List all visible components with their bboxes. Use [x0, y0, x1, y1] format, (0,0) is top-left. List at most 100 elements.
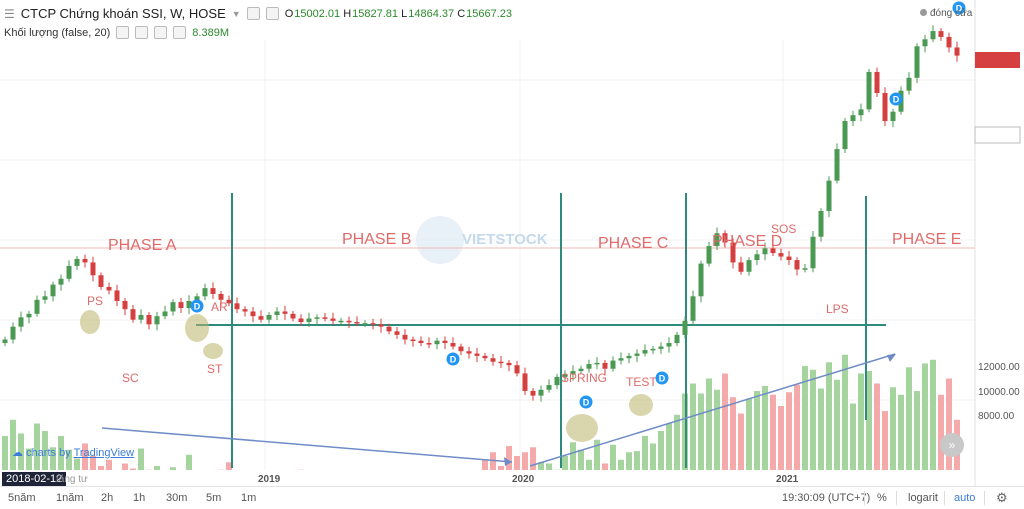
chart-header: ☰ CTCP Chứng khoán SSI, W, HOSE ▼ O15002…: [0, 0, 975, 40]
phase-label: PHASE C: [598, 235, 668, 252]
timeframe-1m[interactable]: 1m: [241, 492, 256, 504]
ohlc-close: 15667.23: [466, 8, 512, 20]
volume-bar: [602, 464, 608, 471]
gear-icon[interactable]: ⚙: [996, 490, 1008, 506]
chevron-down-icon[interactable]: ▼: [232, 9, 241, 19]
volume-bar: [122, 464, 128, 471]
clock[interactable]: 19:30:09 (UTC+7): [782, 492, 870, 504]
settings-icon[interactable]: [135, 26, 148, 39]
volume-label[interactable]: Khối lượng (false, 20): [4, 27, 110, 39]
event-label-ps: PS: [87, 294, 103, 308]
event-label-ar: AR: [211, 300, 228, 314]
volume-bar: [754, 391, 760, 470]
volume-bar: [610, 445, 616, 470]
timeframe-30m[interactable]: 30m: [166, 492, 187, 504]
candle: [883, 93, 888, 121]
volume-bar: [810, 370, 816, 470]
settings-icon[interactable]: [266, 7, 279, 20]
volume-bar: [738, 414, 744, 471]
volume-bar: [98, 466, 104, 470]
watermark-logo: VIETSTOCK: [416, 216, 548, 264]
candle: [347, 321, 352, 323]
volume-bar: [530, 447, 536, 470]
candle: [355, 322, 360, 324]
percent-toggle[interactable]: %: [877, 492, 887, 504]
event-label-test: TEST: [626, 375, 657, 389]
volume-bar: [874, 384, 880, 471]
timeframe-1h[interactable]: 1h: [133, 492, 145, 504]
more-icon[interactable]: [173, 26, 186, 39]
volume-bar: [570, 442, 576, 470]
tradingview-watermark[interactable]: ☁ charts by TradingView: [12, 446, 134, 459]
volume-bar: [482, 460, 488, 470]
candle: [331, 318, 336, 320]
marker-label: D: [194, 302, 201, 312]
volume-bar: [794, 385, 800, 470]
volume-bar: [130, 469, 136, 471]
candle: [59, 279, 64, 285]
candle: [875, 72, 880, 93]
volume-bar: [666, 424, 672, 471]
volume-bar: [890, 387, 896, 470]
volume-bar: [930, 360, 936, 470]
volume-bar: [626, 452, 632, 470]
event-label-sc: SC: [122, 371, 139, 385]
phase-label: PHASE E: [892, 231, 961, 248]
volume-bars: [2, 355, 960, 470]
timeframe-1y[interactable]: 1năm: [56, 492, 84, 504]
volume-bar: [770, 395, 776, 470]
candle: [291, 314, 296, 319]
timeframe-5y[interactable]: 5năm: [8, 492, 36, 504]
divider: [944, 491, 945, 505]
candle: [739, 262, 744, 271]
candle: [659, 347, 664, 349]
watermark-logo-icon: [416, 216, 464, 264]
volume-bar: [506, 446, 512, 470]
volume-bar: [714, 390, 720, 470]
volume-bar: [138, 449, 144, 471]
eye-icon[interactable]: [116, 26, 129, 39]
timeframe-2h[interactable]: 2h: [101, 492, 113, 504]
candle: [491, 358, 496, 362]
symbol-title[interactable]: CTCP Chứng khoán SSI, W, HOSE: [21, 6, 226, 21]
candle: [131, 309, 136, 320]
x-tick-label: 2021: [776, 474, 799, 485]
auto-toggle[interactable]: auto: [954, 492, 975, 504]
candle: [19, 317, 24, 326]
volume-bar: [642, 436, 648, 470]
volume-bar: [722, 374, 728, 471]
close-icon[interactable]: [154, 26, 167, 39]
timeframe-5m[interactable]: 5m: [206, 492, 221, 504]
event-label-lps: LPS: [826, 302, 849, 316]
eye-icon[interactable]: [247, 7, 260, 20]
candle: [523, 373, 528, 391]
candle: [851, 115, 856, 121]
candle: [467, 351, 472, 353]
watermark-text: charts by: [26, 447, 71, 459]
volume-bar: [914, 391, 920, 470]
scroll-to-latest-button[interactable]: »: [940, 433, 964, 457]
candle: [635, 354, 640, 356]
candle: [3, 340, 8, 344]
volume-bar: [730, 397, 736, 470]
volume-bar: [546, 464, 552, 471]
candle: [443, 341, 448, 343]
menu-icon[interactable]: ☰: [4, 7, 15, 21]
current-price-tag: [975, 52, 1020, 68]
volume-bar: [674, 415, 680, 470]
candle: [75, 259, 80, 266]
candle: [747, 260, 752, 272]
candle: [307, 318, 312, 322]
volume-bar: [586, 460, 592, 470]
candle: [427, 343, 432, 345]
candle: [363, 323, 368, 325]
event-label-sos: SOS: [771, 222, 796, 236]
volume-bar: [170, 467, 176, 470]
watermark-brand: TradingView: [74, 447, 135, 459]
arrow-head-icon: [887, 354, 896, 362]
candle: [643, 350, 648, 354]
log-toggle[interactable]: logarit: [908, 492, 938, 504]
watermark-center-text: VIETSTOCK: [462, 231, 548, 248]
candle: [387, 327, 392, 332]
